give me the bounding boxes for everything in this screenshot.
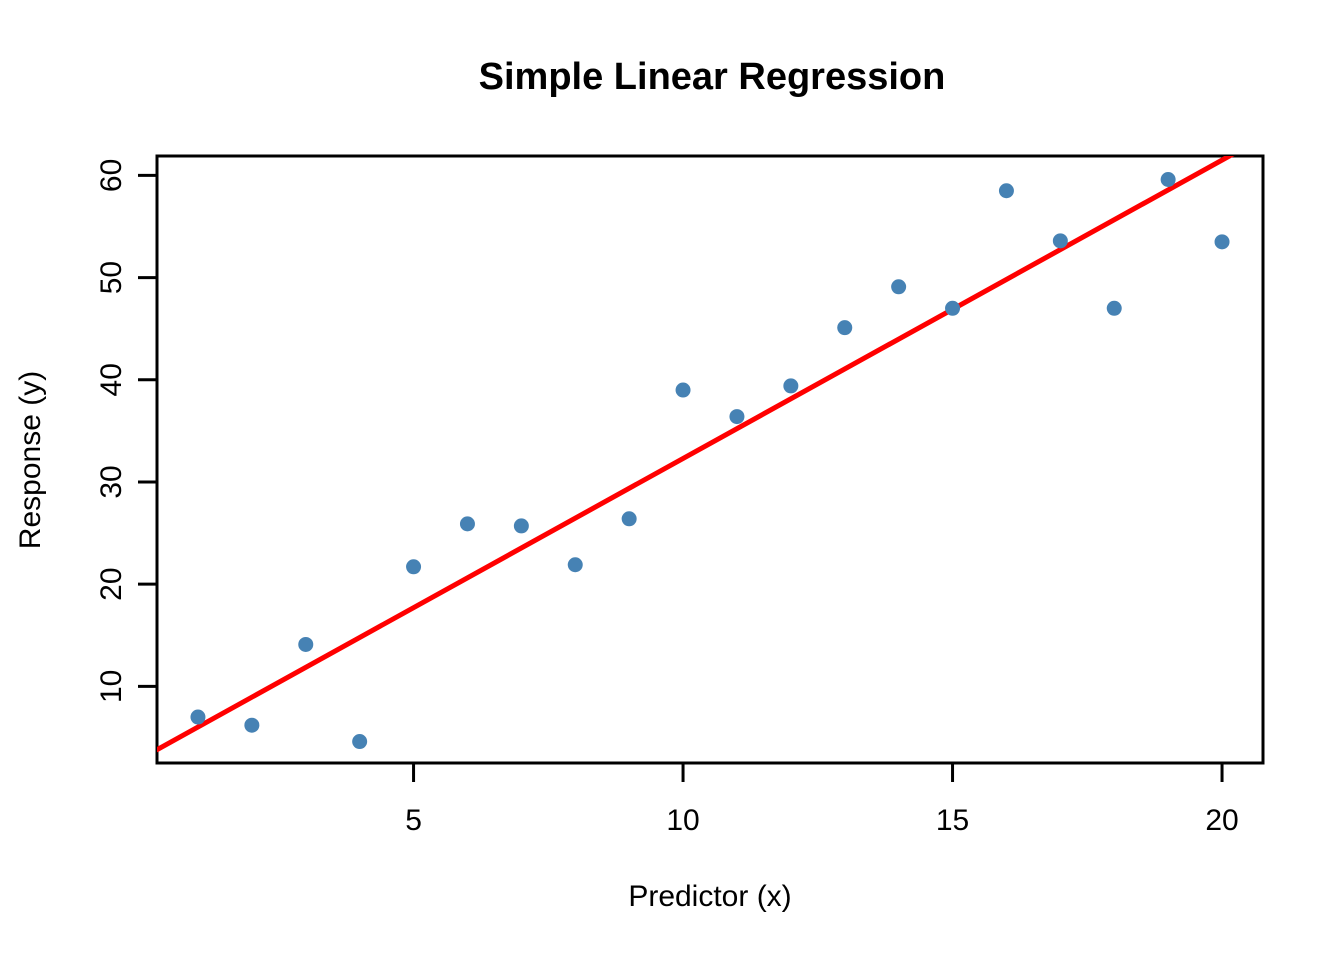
data-point: [513, 518, 529, 534]
chart-title: Simple Linear Regression: [478, 56, 946, 98]
y-tick-label: 60: [95, 159, 128, 192]
data-point: [891, 279, 907, 295]
plot-border: [155, 154, 1265, 765]
data-point: [352, 734, 368, 750]
data-point: [459, 516, 475, 532]
x-tick-label: 5: [405, 804, 422, 837]
x-tick-label: 15: [936, 804, 969, 837]
data-point: [567, 557, 583, 573]
data-point: [1214, 234, 1230, 250]
y-tick-label: 40: [95, 363, 128, 396]
x-tick-label: 20: [1205, 804, 1238, 837]
data-point: [998, 183, 1014, 199]
y-axis-label-container: Response (y): [9, 310, 53, 610]
data-point: [837, 320, 853, 336]
x-axis-label: Predictor (x): [628, 880, 792, 913]
data-point: [298, 636, 314, 652]
y-tick-label: 20: [95, 567, 128, 600]
y-tick-label: 10: [95, 670, 128, 703]
data-point: [621, 511, 637, 527]
regression-line: [157, 156, 1235, 753]
data-point: [783, 378, 799, 394]
data-point: [675, 382, 691, 398]
data-point: [1160, 172, 1176, 188]
data-point: [729, 409, 745, 425]
data-point: [1106, 300, 1122, 316]
y-tick-label: 30: [95, 465, 128, 498]
data-point: [190, 709, 206, 725]
data-point: [1052, 233, 1068, 249]
y-tick-label: 50: [95, 261, 128, 294]
data-point: [244, 717, 260, 733]
x-tick-label: 10: [666, 804, 699, 837]
data-point: [406, 559, 422, 575]
data-point: [945, 300, 961, 316]
y-axis-label: Response (y): [14, 370, 47, 550]
